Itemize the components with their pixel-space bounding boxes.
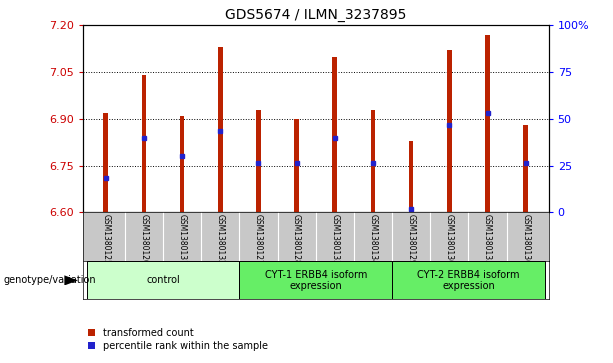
Text: GSM1380135: GSM1380135 xyxy=(483,214,492,265)
Bar xyxy=(86,261,239,299)
Bar xyxy=(392,261,545,299)
Text: GSM1380129: GSM1380129 xyxy=(406,214,416,265)
Text: GSM1380132: GSM1380132 xyxy=(216,214,225,265)
Bar xyxy=(104,113,108,212)
Title: GDS5674 / ILMN_3237895: GDS5674 / ILMN_3237895 xyxy=(225,8,406,22)
Bar xyxy=(218,47,223,212)
Bar xyxy=(256,110,261,212)
Bar xyxy=(371,110,375,212)
Text: control: control xyxy=(146,276,180,285)
Bar xyxy=(485,35,490,212)
Text: GSM1380133: GSM1380133 xyxy=(330,214,339,265)
Text: GSM1380136: GSM1380136 xyxy=(521,214,530,265)
Text: GSM1380128: GSM1380128 xyxy=(292,214,301,265)
Polygon shape xyxy=(64,275,78,285)
Text: GSM1380130: GSM1380130 xyxy=(445,214,454,265)
Text: GSM1380131: GSM1380131 xyxy=(178,214,186,265)
Text: GSM1380126: GSM1380126 xyxy=(139,214,148,265)
Bar xyxy=(332,57,337,212)
Legend: transformed count, percentile rank within the sample: transformed count, percentile rank withi… xyxy=(88,328,268,351)
Bar xyxy=(447,50,452,212)
Bar xyxy=(524,125,528,212)
Bar xyxy=(142,75,146,212)
Text: GSM1380134: GSM1380134 xyxy=(368,214,378,265)
Bar xyxy=(409,141,413,212)
Text: GSM1380127: GSM1380127 xyxy=(254,214,263,265)
Text: CYT-2 ERBB4 isoform
expression: CYT-2 ERBB4 isoform expression xyxy=(417,270,520,291)
Bar xyxy=(294,119,299,212)
Text: genotype/variation: genotype/variation xyxy=(3,276,96,285)
Bar xyxy=(180,116,185,212)
Bar xyxy=(239,261,392,299)
Text: GSM1380125: GSM1380125 xyxy=(101,214,110,265)
Text: CYT-1 ERBB4 isoform
expression: CYT-1 ERBB4 isoform expression xyxy=(264,270,367,291)
